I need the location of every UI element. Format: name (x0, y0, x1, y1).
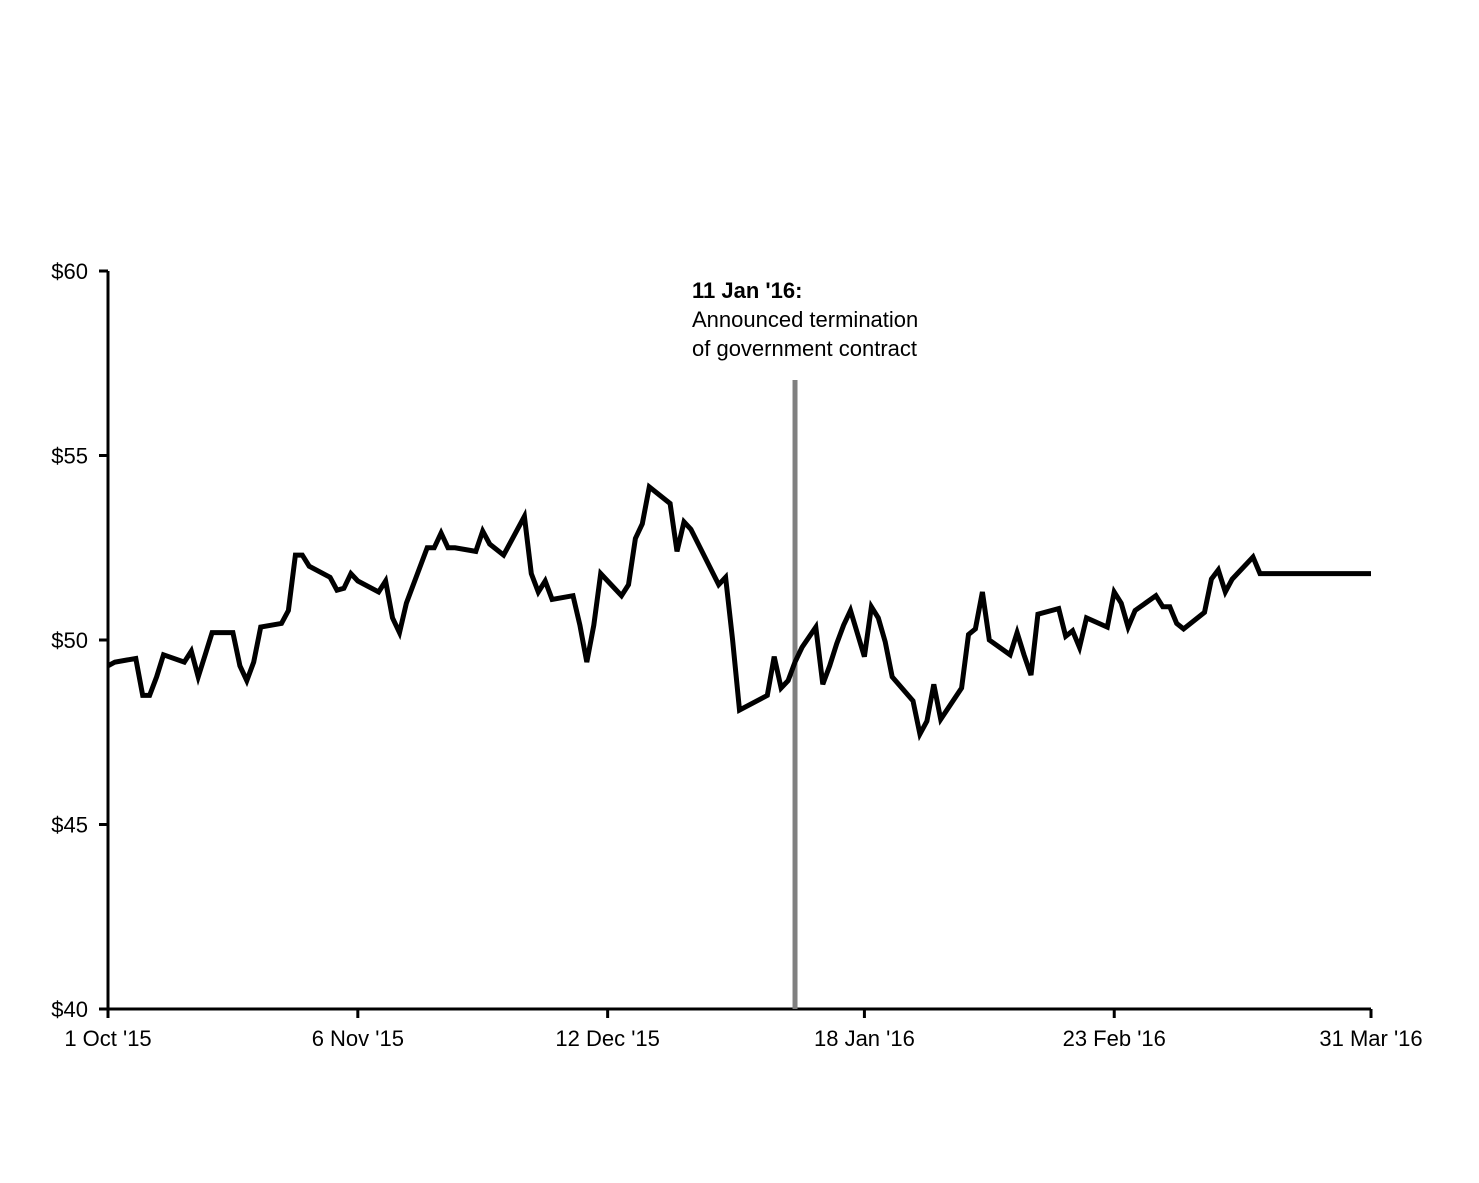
x-tick-label: 31 Mar '16 (1319, 1026, 1422, 1051)
y-tick-label: $60 (51, 259, 88, 284)
x-tick-label: 1 Oct '15 (64, 1026, 151, 1051)
y-tick-label: $40 (51, 997, 88, 1022)
x-axis-ticks: 1 Oct '15 6 Nov '15 12 Dec '15 18 Jan '16 23… (64, 1009, 1423, 1051)
x-tick-label: 18 Jan '16 (814, 1026, 915, 1051)
y-tick-label: $55 (51, 444, 88, 469)
y-tick-label: $45 (51, 813, 88, 838)
x-tick-label: 6 Nov '15 (312, 1026, 404, 1051)
y-axis-ticks: $40 $45 $50 $55 $60 (51, 259, 108, 1022)
price-series-line (106, 482, 1371, 742)
annotation-line-2: of government contract (692, 336, 917, 361)
annotation-title: 11 Jan '16: (692, 278, 802, 303)
y-tick-label: $50 (51, 628, 88, 653)
annotation-line-1: Announced termination (692, 307, 918, 332)
x-tick-label: 12 Dec '15 (555, 1026, 660, 1051)
x-tick-label: 23 Feb '16 (1063, 1026, 1166, 1051)
